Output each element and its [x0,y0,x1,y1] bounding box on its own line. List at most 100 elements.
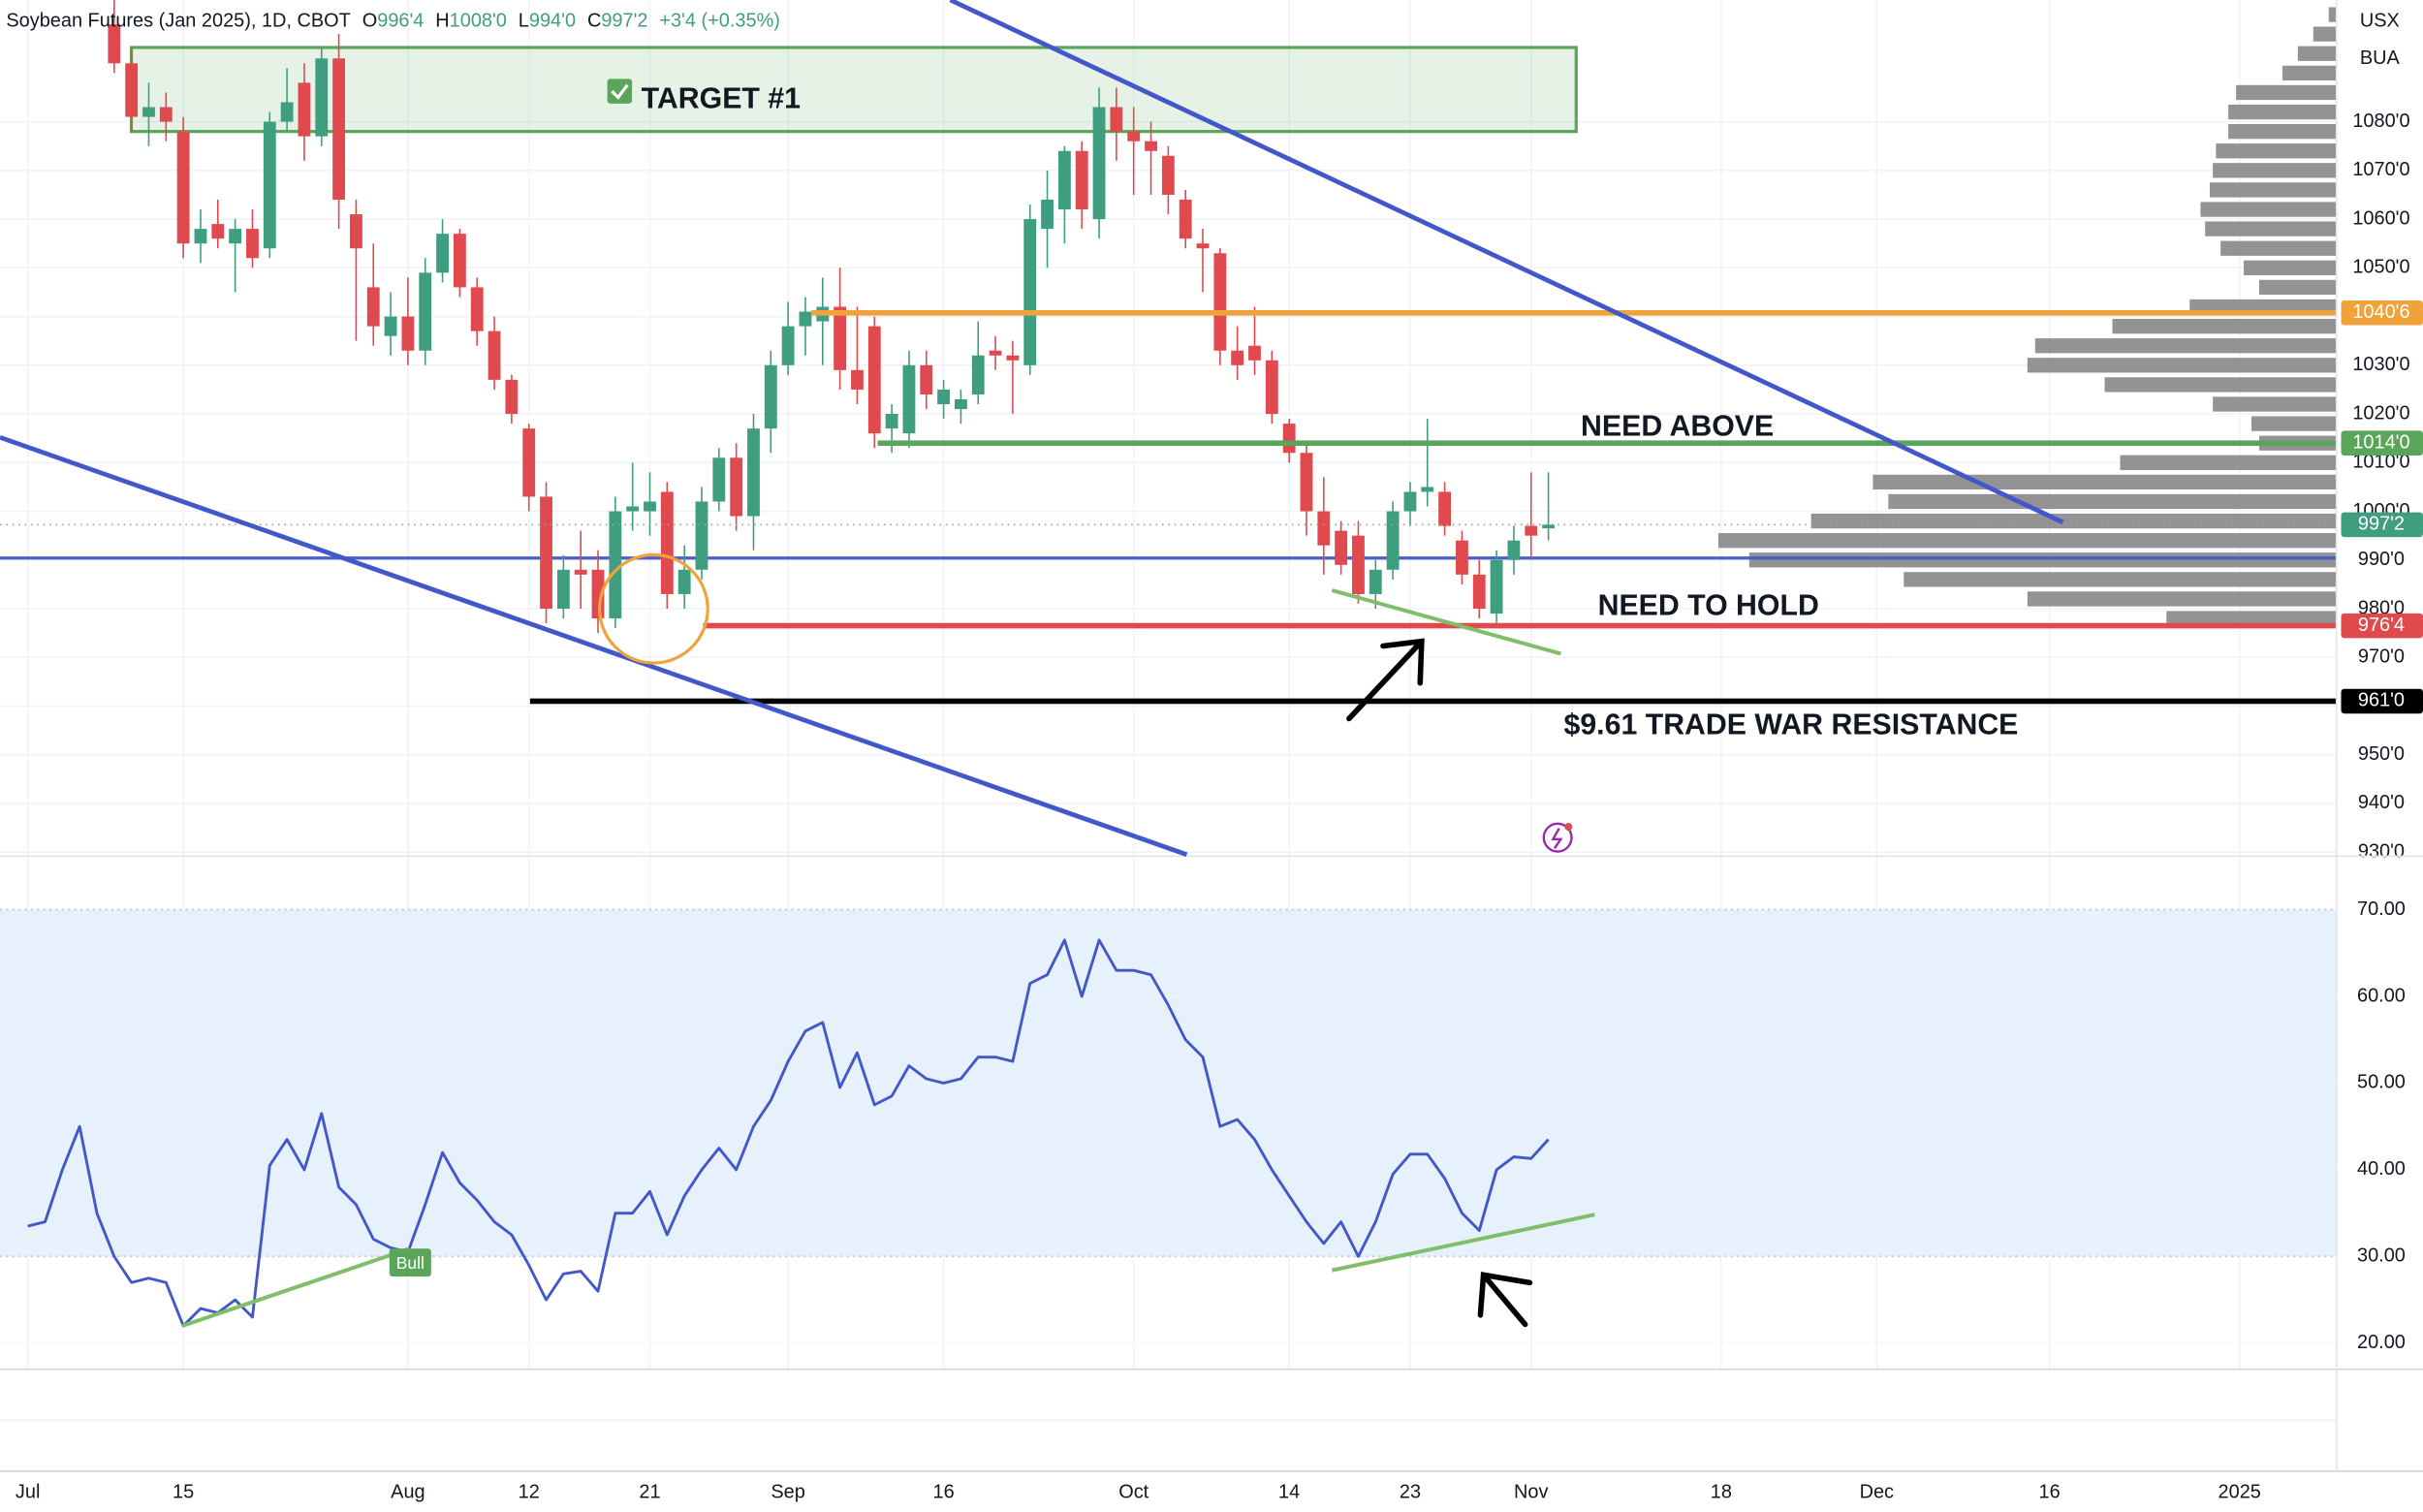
change: +3'4 (+0.35%) [659,11,780,32]
candle-body [470,287,484,331]
volume-profile-bar [2244,260,2337,275]
volume-profile-bar [2200,202,2337,217]
candle-body [436,234,449,273]
candle-body [280,102,294,122]
candle-body [1300,453,1313,512]
trend-line [0,434,1188,857]
volume-profile-bar [2205,221,2337,236]
candle-body [1161,155,1175,195]
x-tick-label: 21 [639,1481,660,1502]
volume-profile-bar [2251,416,2337,431]
event-icon-bolt [1551,828,1563,850]
candle-body [695,501,708,570]
volume-profile-bar [2228,123,2337,140]
candle-body [677,569,691,594]
price-tag-label: 961'0 [2358,690,2405,711]
volume-profile-bar [2281,65,2337,81]
y-tick-label: 40.00 [2357,1158,2406,1180]
x-tick-label: 23 [1400,1481,1421,1502]
candle-body [609,511,622,619]
candle-body [332,58,346,200]
candle-body [834,306,847,370]
candle-body [1092,107,1106,220]
candle-body [1507,540,1521,560]
y-tick-label: 970'0 [2358,646,2405,668]
candle-body [764,364,777,429]
x-tick-label: 16 [2039,1481,2061,1502]
target-zone [129,46,1578,134]
volume-profile-bar [2027,591,2337,607]
volume-profile-bar [1810,513,2337,529]
price-tag [2341,688,2423,714]
candle-body [176,131,190,244]
volume-profile-bar [2027,358,2337,373]
volume-profile-bar [1748,552,2337,568]
candle-body [1231,350,1244,365]
candle-body [1317,511,1331,546]
divergence-line [181,1246,411,1328]
divergence-line [1331,1213,1595,1273]
candle-body [902,364,916,434]
volume-profile-bar [1872,474,2337,490]
volume-profile-bar [2297,46,2337,61]
candle-body [419,272,432,351]
y-tick-label: 50.00 [2357,1072,2406,1093]
volume-profile-bar [1904,572,2337,587]
volume-profile-bar [2228,104,2337,120]
volume-profile-bar [2112,318,2337,334]
y-tick-label: 20.00 [2357,1332,2406,1353]
candle-body [1472,574,1486,610]
price-tag-label: 997'2 [2358,514,2405,535]
annotation: TARGET #1 [642,83,801,115]
volume-profile-bar [1717,533,2337,549]
candle-body [1403,491,1417,512]
ohlc-label: C [587,11,601,32]
price-tag-label: 1040'6 [2352,301,2409,323]
candle-body [229,229,242,244]
annotation: $9.61 TRADE WAR RESISTANCE [1564,709,2019,740]
annotation: NEED ABOVE [1581,411,1774,443]
price-tag [2341,430,2423,456]
volume-profile-bar [2220,240,2337,256]
candle-body [401,316,415,351]
volume-profile-bar [2166,611,2337,626]
x-tick-label: Sep [771,1481,804,1502]
candle-body [488,331,501,380]
x-tick-label: 12 [519,1481,540,1502]
x-tick-label: 2025 [2218,1481,2261,1502]
highlight-circle [598,552,709,665]
candle-body [626,506,640,512]
y-tick-label: 1030'0 [2352,354,2409,375]
arrow [1346,638,1425,722]
x-tick-label: 18 [1711,1481,1732,1502]
volume-profile-bar [2258,279,2337,296]
volume-profile-bar [2104,377,2337,393]
candle-body [142,107,155,117]
candle-body [1369,569,1382,594]
ohlc-label: O [362,11,377,32]
candle-body [350,214,362,249]
candle-body [366,287,380,327]
ohlc-value: 1008'0 [450,11,507,32]
x-tick-label: Oct [1118,1481,1149,1502]
volume-profile-bar [1888,493,2337,510]
divergence-line [1331,588,1561,656]
x-tick-label: Dec [1860,1481,1894,1502]
candle-body [885,414,898,429]
price-tag [2341,300,2423,326]
candle-body [263,121,276,249]
candle-body [1438,491,1452,526]
candle-body [1282,424,1296,454]
candle-body [1006,355,1020,361]
volume-profile-bar [2313,26,2337,42]
candle-body [1248,345,1261,361]
volume-profile-bar [2328,7,2337,22]
x-tick-label: Nov [1514,1481,1548,1502]
candle-body [799,311,812,327]
candle-body [1213,253,1227,351]
candle-body [920,364,933,394]
price-tag [2341,512,2423,538]
candle-body [1490,559,1503,614]
